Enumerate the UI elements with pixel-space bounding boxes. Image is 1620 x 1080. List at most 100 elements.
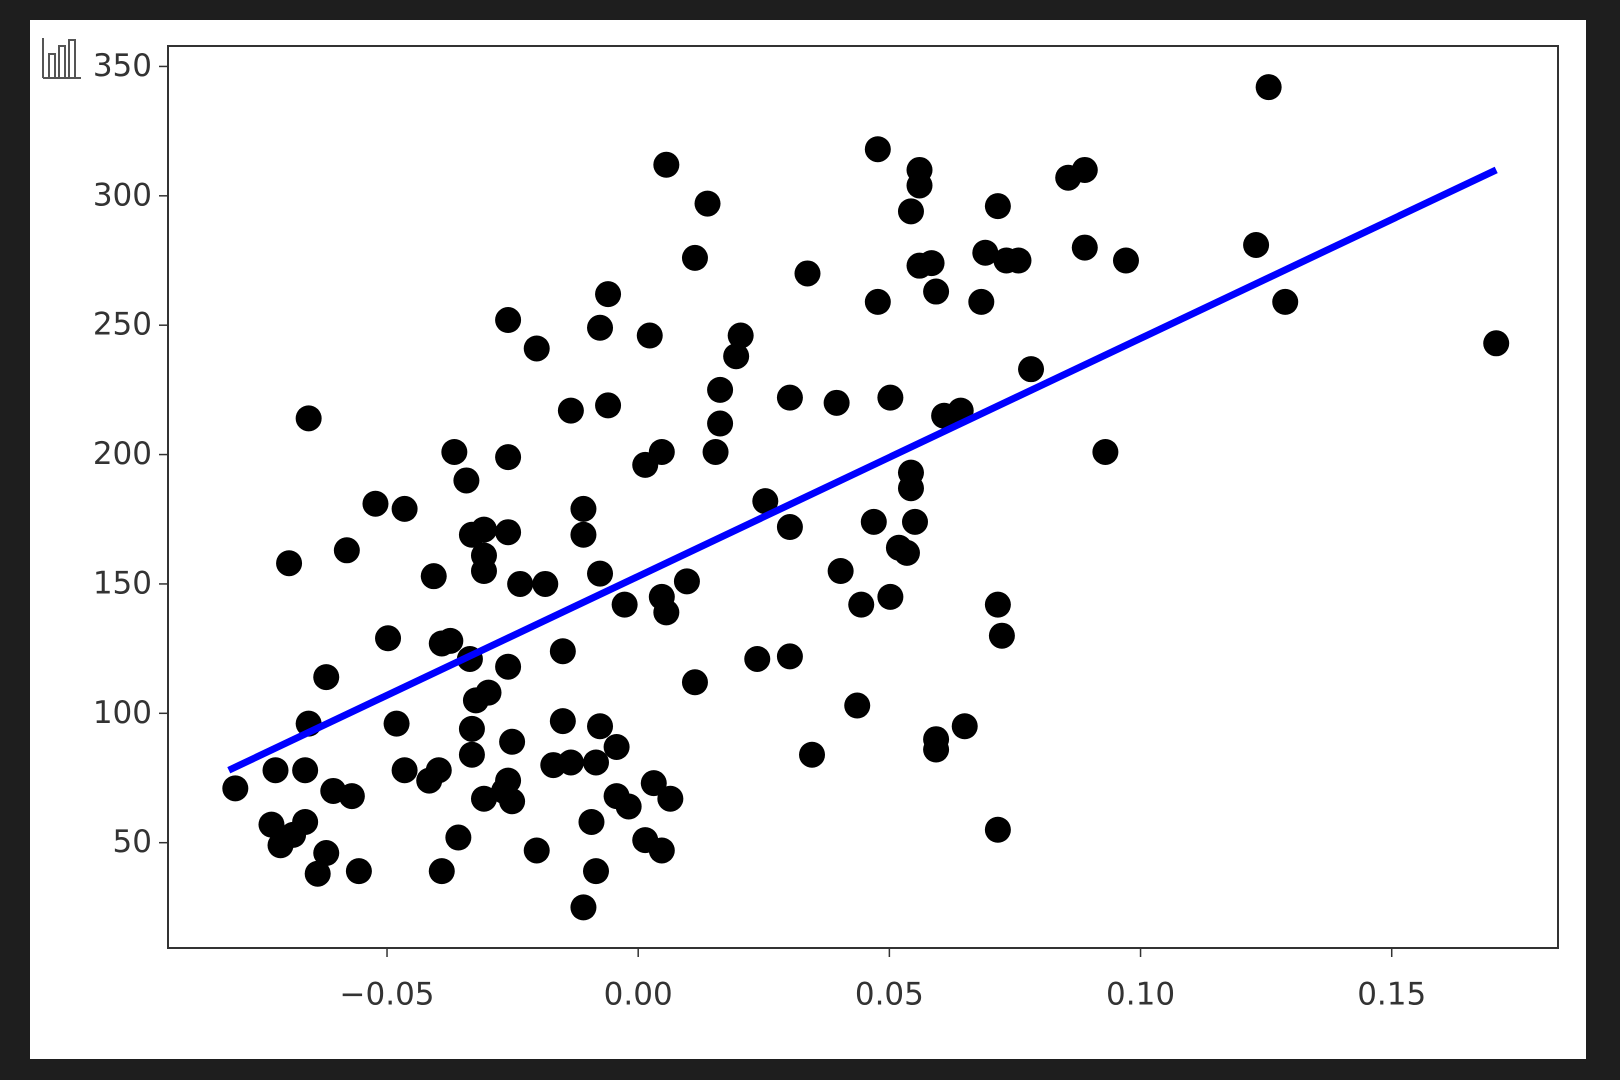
scatter-point (222, 775, 249, 802)
scatter-point (694, 190, 721, 217)
scatter-point (549, 638, 576, 665)
scatter-point (570, 495, 597, 522)
scatter-point (723, 343, 750, 370)
scatter-point (495, 767, 522, 794)
y-tick-label: 350 (93, 48, 152, 84)
scatter-point (877, 583, 904, 610)
scatter-point (495, 444, 522, 471)
scatter-point (844, 692, 871, 719)
scatter-point (391, 495, 418, 522)
scatter-point (532, 570, 559, 597)
scatter-point (906, 172, 933, 199)
scatter-point (595, 392, 622, 419)
scatter-point (458, 741, 485, 768)
scatter-point (587, 314, 614, 341)
scatter-point (877, 384, 904, 411)
y-tick-label: 50 (113, 824, 152, 860)
x-tick-label: 0.15 (1357, 977, 1426, 1013)
scatter-point (570, 894, 597, 921)
scatter-point (470, 516, 497, 543)
scatter-point (557, 749, 584, 776)
scatter-point (453, 467, 480, 494)
scatter-point (587, 713, 614, 740)
scatter-point (984, 193, 1011, 220)
scatter-point (1255, 74, 1282, 101)
scatter-point (1243, 231, 1270, 258)
scatter-point (864, 136, 891, 163)
scatter-point (523, 837, 550, 864)
scatter-point (897, 475, 924, 502)
scatter-point (557, 397, 584, 424)
scatter-point (313, 840, 340, 867)
output-cell (30, 20, 1586, 1059)
scatter-point (864, 288, 891, 315)
x-tick-label: −0.05 (340, 977, 435, 1013)
chart-icon[interactable] (41, 38, 81, 79)
scatter-point (984, 816, 1011, 843)
scatter-point (752, 488, 779, 515)
scatter-point (1483, 330, 1510, 357)
scatter-point (338, 783, 365, 810)
scatter-point (897, 198, 924, 225)
scatter-point (280, 821, 307, 848)
y-tick-label: 200 (93, 436, 152, 472)
scatter-point (707, 410, 734, 437)
scatter-point (823, 389, 850, 416)
scatter-point (611, 591, 638, 618)
scatter-point (827, 558, 854, 585)
scatter-point (507, 570, 534, 597)
scatter-point (640, 770, 667, 797)
scatter-point (1018, 356, 1045, 383)
scatter-point (333, 537, 360, 564)
scatter-point (313, 664, 340, 691)
scatter-point (681, 669, 708, 696)
scatter-point (587, 560, 614, 587)
scatter-point (794, 260, 821, 287)
scatter-point (583, 749, 610, 776)
scatter-point (893, 539, 920, 566)
scatter-point (744, 645, 771, 672)
scatter-point (648, 837, 675, 864)
y-tick-label: 150 (93, 565, 152, 601)
scatter-point (420, 563, 447, 590)
scatter-point (968, 288, 995, 315)
scatter-point (673, 568, 700, 595)
scatter-point (681, 244, 708, 271)
scatter-point (362, 490, 389, 517)
scatter-point (1112, 247, 1139, 274)
scatter-point (495, 519, 522, 546)
scatter-point (375, 625, 402, 652)
scatter-point (988, 622, 1015, 649)
plot-frame (167, 45, 1559, 949)
scatter-point (583, 858, 610, 885)
scatter-point (1092, 438, 1119, 465)
scatter-point (848, 591, 875, 618)
scatter-point (383, 710, 410, 737)
scatter-point (345, 858, 372, 885)
scatter-point (984, 591, 1011, 618)
scatter-point (499, 788, 526, 815)
x-tick-label: 0.00 (604, 977, 673, 1013)
scatter-point (799, 741, 826, 768)
scatter-point (648, 438, 675, 465)
scatter-point (578, 808, 605, 835)
x-tick-label: 0.05 (855, 977, 924, 1013)
scatter-point (549, 708, 576, 735)
scatter-point (972, 239, 999, 266)
scatter-point (470, 785, 497, 812)
scatter-point (702, 438, 729, 465)
scatter-point (707, 376, 734, 403)
scatter-point (1272, 288, 1299, 315)
scatter-point (499, 728, 526, 755)
scatter-point (1071, 234, 1098, 261)
scatter-point (860, 508, 887, 535)
scatter-point (595, 281, 622, 308)
scatter-point (636, 322, 663, 349)
regression-line (227, 166, 1498, 774)
scatter-point (657, 785, 684, 812)
scatter-point (523, 335, 550, 362)
scatter-point (901, 508, 928, 535)
scatter-point (495, 653, 522, 680)
scatter-point (428, 630, 455, 657)
